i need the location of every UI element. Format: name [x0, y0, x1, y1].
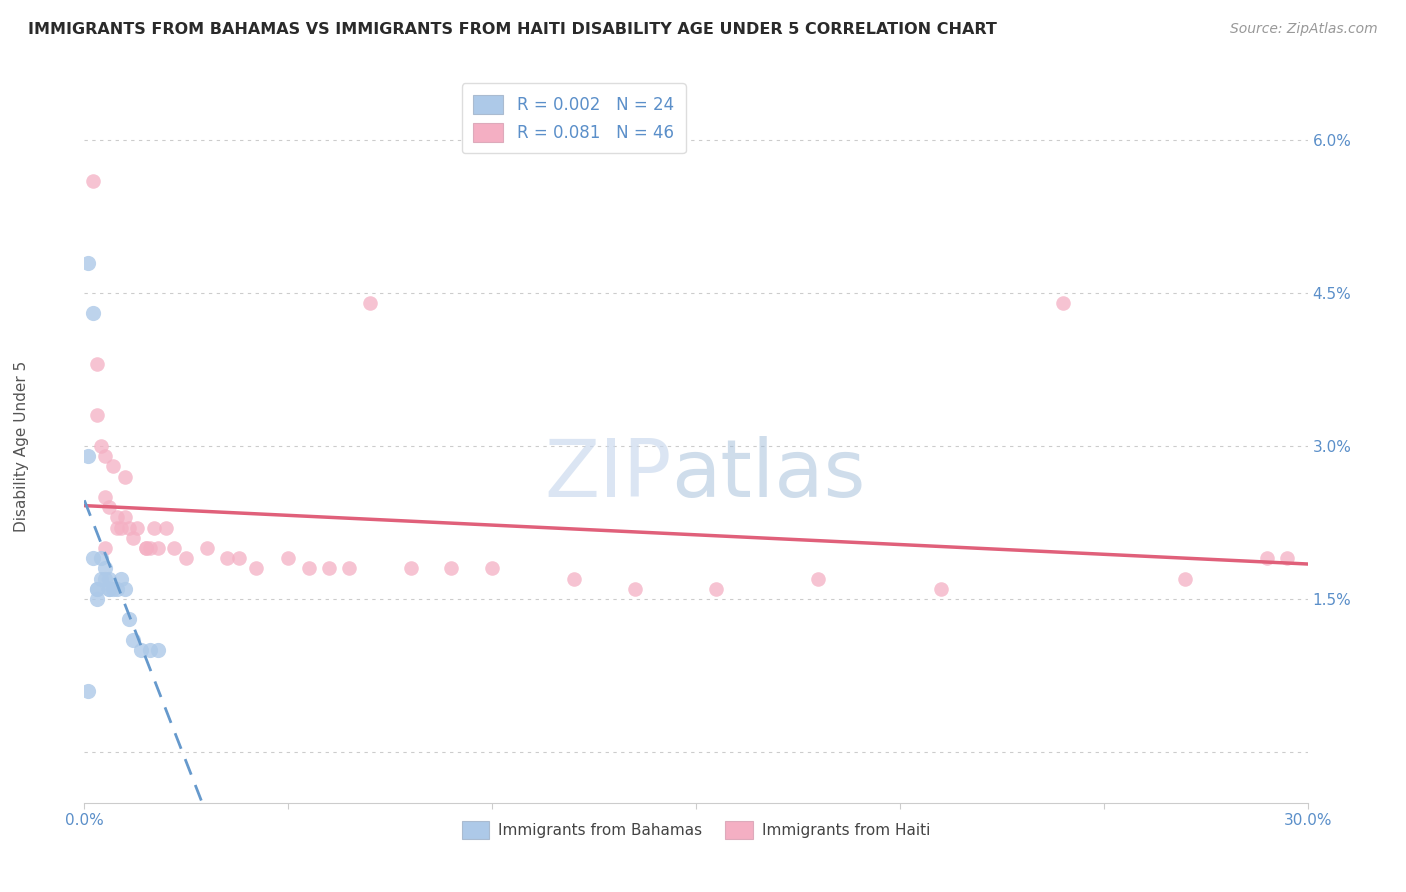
- Point: [97, 572, 120, 586]
- Point: [163, 541, 186, 555]
- Point: [93, 572, 115, 586]
- Point: [90, 439, 112, 453]
- Point: [339, 561, 361, 575]
- Point: [82, 551, 104, 566]
- Point: [86, 582, 108, 596]
- Point: [245, 561, 267, 575]
- Point: [174, 551, 197, 566]
- Point: [142, 520, 165, 534]
- Point: [105, 510, 128, 524]
- Point: [114, 582, 136, 596]
- Point: [217, 551, 239, 566]
- Point: [122, 531, 145, 545]
- Point: [93, 561, 115, 575]
- Point: [105, 520, 128, 534]
- Point: [135, 541, 157, 555]
- Point: [77, 449, 100, 463]
- Point: [82, 306, 104, 320]
- Point: [1277, 551, 1299, 566]
- Point: [110, 520, 132, 534]
- Text: atlas: atlas: [672, 435, 866, 514]
- Text: IMMIGRANTS FROM BAHAMAS VS IMMIGRANTS FROM HAITI DISABILITY AGE UNDER 5 CORRELAT: IMMIGRANTS FROM BAHAMAS VS IMMIGRANTS FR…: [28, 22, 997, 37]
- Point: [101, 459, 124, 474]
- Point: [77, 255, 100, 269]
- Point: [1174, 572, 1197, 586]
- Point: [97, 582, 120, 596]
- Point: [359, 296, 381, 310]
- Point: [138, 541, 160, 555]
- Point: [77, 683, 100, 698]
- Point: [86, 582, 108, 596]
- Point: [93, 449, 115, 463]
- Point: [1052, 296, 1074, 310]
- Point: [399, 561, 422, 575]
- Point: [277, 551, 299, 566]
- Point: [562, 572, 585, 586]
- Point: [97, 500, 120, 515]
- Text: Source: ZipAtlas.com: Source: ZipAtlas.com: [1230, 22, 1378, 37]
- Point: [86, 358, 108, 372]
- Point: [110, 572, 132, 586]
- Point: [228, 551, 250, 566]
- Point: [90, 572, 112, 586]
- Point: [138, 643, 160, 657]
- Point: [298, 561, 321, 575]
- Point: [929, 582, 952, 596]
- Point: [114, 469, 136, 483]
- Point: [93, 490, 115, 504]
- Point: [114, 510, 136, 524]
- Point: [807, 572, 830, 586]
- Point: [155, 520, 177, 534]
- Point: [105, 582, 128, 596]
- Point: [118, 520, 141, 534]
- Point: [624, 582, 647, 596]
- Point: [135, 541, 157, 555]
- Point: [440, 561, 463, 575]
- Point: [481, 561, 503, 575]
- Point: [93, 541, 115, 555]
- Point: [318, 561, 340, 575]
- Point: [86, 591, 108, 606]
- Point: [122, 632, 145, 647]
- Legend: Immigrants from Bahamas, Immigrants from Haiti: Immigrants from Bahamas, Immigrants from…: [456, 815, 936, 845]
- Y-axis label: Disability Age Under 5: Disability Age Under 5: [14, 360, 28, 532]
- Point: [195, 541, 218, 555]
- Point: [90, 551, 112, 566]
- Point: [1256, 551, 1278, 566]
- Point: [82, 174, 104, 188]
- Point: [146, 643, 169, 657]
- Point: [118, 612, 141, 626]
- Text: ZIP: ZIP: [544, 435, 672, 514]
- Point: [127, 520, 149, 534]
- Point: [97, 582, 120, 596]
- Point: [101, 582, 124, 596]
- Point: [131, 643, 153, 657]
- Point: [706, 582, 728, 596]
- Point: [146, 541, 169, 555]
- Point: [86, 409, 108, 423]
